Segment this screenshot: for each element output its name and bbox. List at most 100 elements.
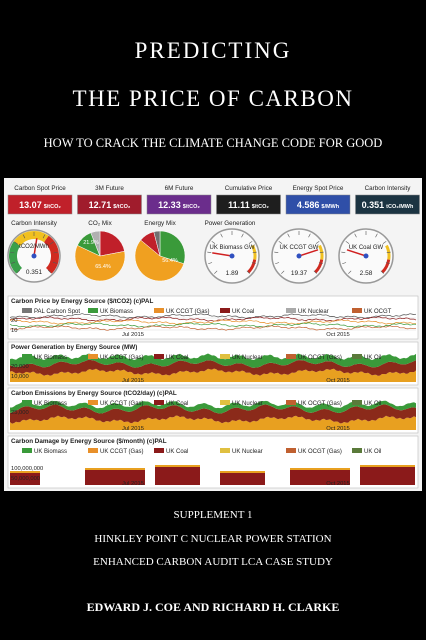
- pie-slice-label: 21.9%: [83, 240, 99, 246]
- gauge-label: Carbon Intensity: [11, 220, 58, 227]
- gauge-hub: [31, 253, 37, 259]
- tile-unit: $/tCO₂: [183, 204, 201, 210]
- gauge-tick: [248, 241, 253, 244]
- tile-label: Carbon Spot Price: [14, 185, 66, 192]
- chart-bar: [290, 468, 350, 470]
- gauge-value: 1.89: [226, 270, 239, 277]
- legend-swatch: [88, 308, 98, 313]
- gauge-tick: [10, 251, 15, 254]
- gauge-tick: [52, 261, 57, 264]
- chart-area: [10, 359, 416, 376]
- gauge-needle: [33, 238, 38, 257]
- tile-unit: $/MWh: [321, 204, 339, 210]
- chart-bar: [360, 467, 415, 485]
- supplement: SUPPLEMENT 1: [174, 509, 253, 521]
- gauge-tick: [348, 270, 352, 274]
- chart-line: [9, 325, 417, 331]
- legend-swatch: [22, 354, 32, 359]
- gauge-tick: [241, 233, 244, 238]
- pie-slice: [99, 230, 125, 257]
- gauge-tick: [341, 251, 346, 254]
- legend-swatch: [286, 448, 296, 453]
- gauge-tick: [342, 262, 347, 265]
- chart-area: [10, 404, 416, 424]
- gauge-band: [9, 241, 23, 274]
- legend-swatch: [286, 400, 296, 405]
- tile: [285, 194, 351, 215]
- y-tick-label: 20,000: [11, 364, 29, 370]
- x-tick-label: Oct 2015: [326, 426, 350, 432]
- legend-swatch: [88, 354, 98, 359]
- chart-bar: [290, 470, 350, 485]
- tile: [216, 194, 281, 215]
- gauge-tick: [385, 262, 390, 265]
- tile-unit: $/tCO₂: [113, 204, 131, 210]
- authors: EDWARD J. COE AND RICHARD H. CLARKE: [87, 600, 340, 614]
- gauge-hub: [229, 253, 235, 259]
- legend-swatch: [352, 400, 362, 405]
- tile-number: 0.351: [362, 200, 385, 210]
- legend-swatch: [154, 448, 164, 453]
- pie-slice-label: 65.4%: [95, 264, 111, 270]
- gauge-tick: [207, 251, 212, 254]
- legend-swatch: [154, 308, 164, 313]
- legend-swatch: [88, 400, 98, 405]
- chart-line: [9, 313, 417, 319]
- gauge-tick: [375, 233, 378, 238]
- chart-title: Carbon Price by Energy Source ($/tCO2) (…: [11, 298, 153, 305]
- tile: [7, 194, 73, 215]
- chart-title: Power Generation by Energy Source (MW): [11, 344, 137, 351]
- chart-bar: [155, 465, 200, 467]
- legend-label: UK Oil: [364, 401, 381, 407]
- legend-label: UK Coal: [232, 309, 254, 315]
- gauge-needle: [298, 249, 319, 257]
- legend-swatch: [22, 400, 32, 405]
- gauge-needle: [212, 252, 233, 257]
- tile-value: 12.33 $/tCO₂: [158, 200, 200, 210]
- gauge-tick: [53, 251, 58, 254]
- x-tick-label: Oct 2015: [326, 378, 350, 384]
- gauge-tick: [319, 251, 324, 254]
- legend-swatch: [154, 354, 164, 359]
- legend-swatch: [220, 400, 230, 405]
- gauge-tick: [287, 233, 290, 238]
- pie-label: CO₂ Mix: [88, 220, 112, 227]
- gauge-tick: [354, 233, 357, 238]
- gauge-tick: [278, 241, 283, 244]
- gauge-tick: [345, 241, 350, 244]
- legend-label: UK Coal: [166, 355, 188, 361]
- legend-swatch: [286, 354, 296, 359]
- gauge-tick: [308, 233, 311, 238]
- legend-label: UK Coal: [166, 449, 188, 455]
- gauge-tick: [246, 270, 250, 274]
- chart-bar: [360, 465, 415, 467]
- tile-unit: $/tCO₂: [252, 204, 270, 210]
- x-tick-label: Oct 2015: [326, 481, 350, 487]
- chart-bar: [10, 473, 40, 485]
- x-tick-label: Oct 2015: [326, 332, 350, 338]
- tile-number: 13.07: [19, 200, 42, 210]
- footer-line: ENHANCED CARBON AUDIT LCA CASE STUDY: [93, 556, 333, 568]
- footer-line: HINKLEY POINT C NUCLEAR POWER STATION: [94, 533, 331, 545]
- gauge-tick: [14, 241, 18, 245]
- chart-bar: [10, 471, 40, 473]
- gauge-tick: [42, 234, 46, 239]
- tile-number: 11.11: [228, 200, 250, 210]
- chart-area: [10, 415, 416, 430]
- gauge-tick: [22, 234, 26, 239]
- legend-label: UK CCGT (Gas): [166, 309, 210, 315]
- legend-label: UK OCGT (Gas): [298, 401, 342, 407]
- x-tick-label: Jul 2015: [122, 426, 144, 432]
- pie-slice: [74, 245, 126, 282]
- legend-label: UK Biomass: [34, 449, 67, 455]
- legend-swatch: [286, 308, 296, 313]
- gauge-tick: [11, 261, 16, 264]
- tile: [146, 194, 212, 215]
- gauge-tick: [214, 270, 218, 274]
- chart-line: [9, 316, 417, 322]
- gauge-tick: [386, 251, 391, 254]
- legend-swatch: [220, 448, 230, 453]
- gauge-tick: [252, 251, 257, 254]
